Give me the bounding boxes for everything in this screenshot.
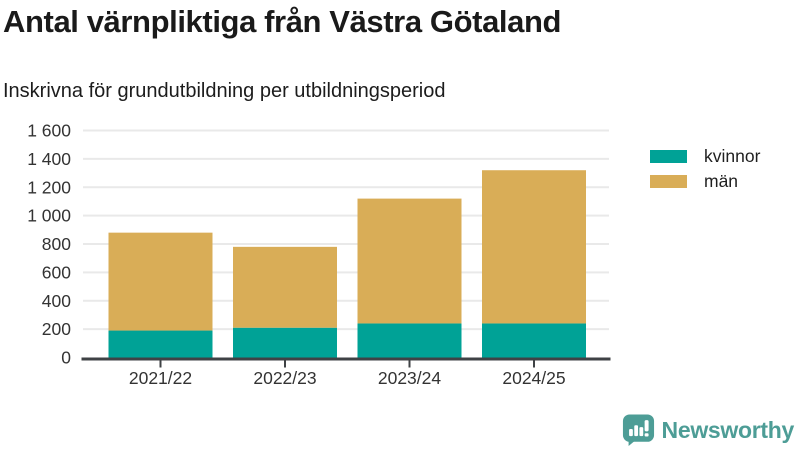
newsworthy-icon: [622, 414, 654, 447]
legend-item: kvinnor: [650, 146, 761, 166]
bar-segment-män: [482, 170, 586, 324]
legend-item: män: [650, 171, 760, 191]
legend-label: kvinnor: [704, 146, 761, 166]
y-tick-label: 1 200: [27, 177, 71, 197]
legend-label: män: [704, 171, 739, 191]
y-tick-label: 0: [61, 348, 71, 368]
newsworthy-wordmark: Newsworthy: [661, 416, 795, 443]
y-tick-label: 1 000: [27, 206, 71, 226]
chart-subtitle: Inskrivna för grundutbildning per utbild…: [3, 80, 446, 102]
legend-swatch-kvinnor: [650, 150, 687, 163]
mini-bar-chart-glyph: [628, 420, 649, 437]
bar-segment-män: [108, 232, 213, 331]
y-tick-label: 1 400: [27, 149, 71, 169]
legend: kvinnor män: [650, 146, 761, 200]
y-tick-label: 400: [42, 291, 71, 311]
bar-segment-män: [233, 246, 337, 328]
legend-swatch-män: [650, 175, 687, 188]
y-tick-label: 600: [42, 262, 71, 282]
y-tick-label: 200: [42, 319, 71, 339]
bar-segment-kvinnor: [233, 327, 337, 358]
speech-bubble-shape: [622, 414, 654, 447]
bar-segment-kvinnor: [482, 323, 586, 358]
bar-segment-kvinnor: [357, 323, 462, 358]
newsworthy-logo: Newsworthy: [622, 413, 794, 447]
x-tick-label: 2023/24: [378, 368, 442, 388]
y-tick-label: 1 600: [27, 121, 71, 141]
bar-segment-män: [357, 198, 462, 324]
bar-segment-kvinnor: [108, 330, 213, 358]
x-tick-label: 2021/22: [129, 368, 192, 388]
x-tick-label: 2024/25: [502, 368, 565, 388]
x-tick-label: 2022/23: [253, 368, 316, 388]
chart-svg: 0 200 400 600 800 1 000 1 200 1 400 1 600 2021/22…: [27, 121, 611, 388]
y-tick-label: 800: [42, 234, 71, 254]
chart-title: Antal värnpliktiga från Västra Götaland: [3, 4, 562, 39]
